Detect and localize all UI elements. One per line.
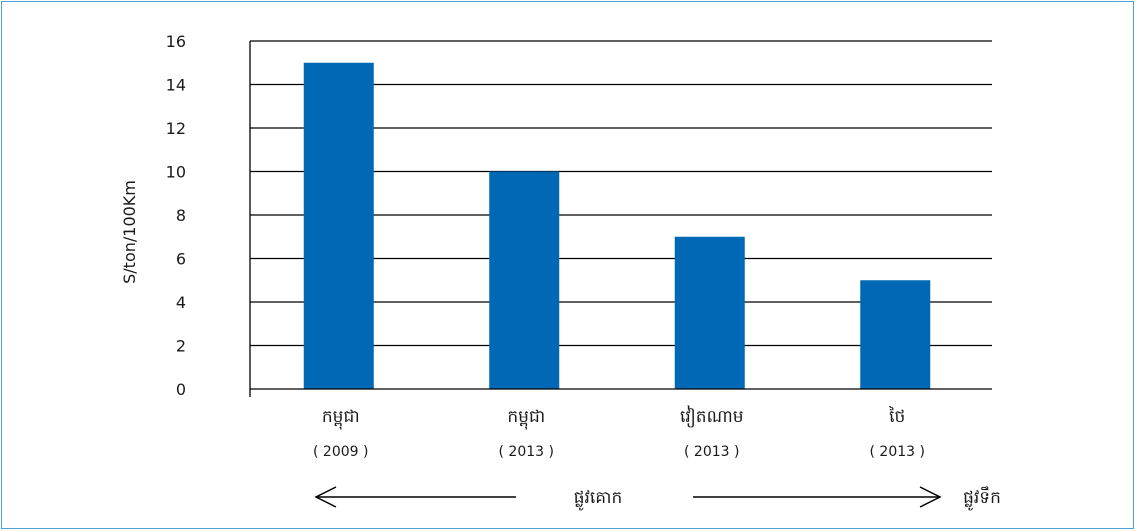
bars [303, 62, 931, 389]
x-tick-sublabel: ( 2013 ) [499, 444, 554, 460]
left-arrow-label: ផ្លូវគោក [574, 488, 623, 511]
left-arrow-head [314, 486, 337, 508]
y-tick-label: 4 [176, 293, 186, 312]
x-tick-label: វៀតណាម [680, 405, 744, 428]
right-arrow-label: ផ្លូវទឹក [963, 486, 1001, 511]
bar [860, 280, 931, 389]
y-tick-label: 2 [176, 337, 186, 356]
y-tick-label: 12 [166, 119, 186, 138]
right-arrow-head [919, 486, 942, 508]
x-tick-label: កម្ពុជា [507, 407, 545, 430]
bar [674, 236, 745, 389]
y-tick-label: 10 [166, 163, 186, 182]
y-axis-label: S/ton/100Km [120, 180, 139, 284]
y-tick-label: 0 [176, 380, 186, 399]
y-tick-label: 8 [176, 206, 186, 225]
x-tick-sublabel: ( 2013 ) [870, 444, 925, 460]
y-tick-labels: 0 2 4 6 8 10 12 14 16 [166, 32, 186, 399]
x-tick-label: កម្ពុជា [322, 407, 360, 430]
axes [249, 41, 992, 397]
x-tick-sublabel: ( 2013 ) [684, 444, 739, 460]
y-tick-label: 14 [166, 76, 186, 95]
y-tick-label: 6 [176, 250, 186, 269]
transport-arrows: ផ្លូវគោក ផ្លូវទឹក [314, 486, 1001, 511]
bar [303, 62, 374, 389]
x-tick-sublabel: ( 2009 ) [313, 444, 368, 460]
bar [489, 171, 560, 389]
x-tick-label: ថៃ [888, 405, 905, 427]
x-category-labels: កម្ពុជា ( 2009 ) កម្ពុជា ( 2013 ) វៀតណាម ( 20… [313, 405, 925, 460]
y-tick-label: 16 [166, 32, 186, 51]
